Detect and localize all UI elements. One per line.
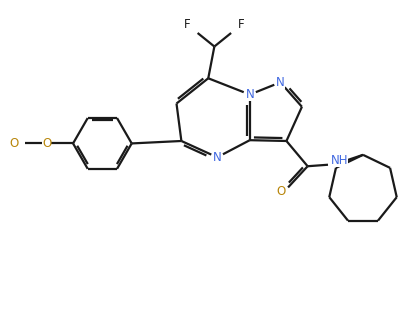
- Text: O: O: [9, 137, 18, 150]
- Text: N: N: [275, 76, 284, 89]
- Text: F: F: [237, 18, 244, 31]
- Text: NH: NH: [330, 154, 347, 167]
- Text: O: O: [42, 137, 51, 150]
- Text: N: N: [245, 88, 254, 101]
- Text: N: N: [212, 151, 221, 164]
- Text: O: O: [275, 185, 285, 198]
- Text: F: F: [184, 18, 190, 31]
